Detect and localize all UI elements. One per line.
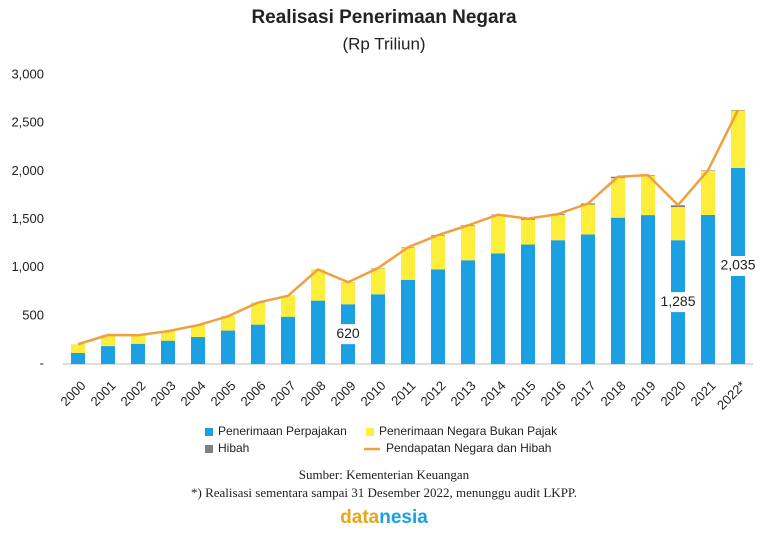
x-tick-label: 2007 <box>267 378 298 409</box>
bar <box>551 240 565 364</box>
bar <box>221 330 235 364</box>
data-label-bg <box>715 255 761 276</box>
bar <box>71 352 85 364</box>
line <box>77 109 740 346</box>
data-label: 2,035 <box>720 257 755 273</box>
x-tick-label: 2004 <box>177 378 208 409</box>
y-tick-label: 2,500 <box>11 115 44 130</box>
bar <box>341 282 355 305</box>
legend-label: Penerimaan Perpajakan <box>218 424 347 438</box>
bar <box>701 214 715 364</box>
x-tick-label: 2002 <box>117 378 148 409</box>
bar <box>191 337 205 364</box>
x-tick-label: 2015 <box>507 378 538 409</box>
bar <box>251 324 265 364</box>
data-label-bg <box>655 292 701 313</box>
legend-swatch <box>205 445 213 453</box>
bar <box>131 343 145 364</box>
bar <box>521 244 535 364</box>
x-tick-label: 2017 <box>567 378 598 409</box>
y-tick-label: 3,000 <box>11 66 44 81</box>
x-tick-label: 2000 <box>57 378 88 409</box>
x-tick-label: 2018 <box>597 378 628 409</box>
x-tick-label: 2013 <box>447 378 478 409</box>
bar <box>161 331 175 341</box>
x-tick-label: 2005 <box>207 378 238 409</box>
brand-right: nesia <box>379 507 428 528</box>
bar <box>251 302 265 325</box>
y-tick-label: 1,000 <box>11 259 44 274</box>
x-tick-label: 2011 <box>388 378 418 408</box>
x-tick-label: 2012 <box>417 378 448 409</box>
legend-swatch <box>205 428 213 436</box>
x-tick-label: 2022* <box>714 378 749 413</box>
chart-subtitle: (Rp Triliun) <box>342 34 425 53</box>
bar <box>491 215 505 254</box>
legend-label: Pendapatan Negara dan Hibah <box>386 441 551 455</box>
y-tick-label: 500 <box>22 307 44 322</box>
data-label: 1,285 <box>660 293 695 309</box>
legend-label: Hibah <box>218 441 249 455</box>
brand-left: data <box>340 507 380 528</box>
note: *) Realisasi sementara sampai 31 Desembe… <box>191 485 577 500</box>
bar <box>461 226 475 261</box>
bar <box>521 219 535 245</box>
bar <box>131 335 145 344</box>
x-tick-label: 2006 <box>237 378 268 409</box>
y-tick-label: 1,500 <box>11 211 44 226</box>
x-tick-label: 2008 <box>297 378 328 409</box>
bar <box>611 178 625 218</box>
bar <box>581 204 595 235</box>
bar <box>221 316 235 331</box>
bar <box>71 344 85 353</box>
bar <box>431 269 445 364</box>
bar <box>311 300 325 364</box>
bar <box>461 260 475 364</box>
chart-title: Realisasi Penerimaan Negara <box>251 7 517 28</box>
legend-label: Penerimaan Negara Bukan Pajak <box>379 424 558 438</box>
bar <box>671 207 685 241</box>
bar <box>281 316 295 364</box>
bar <box>431 235 445 270</box>
y-tick-label: 2,000 <box>11 163 44 178</box>
data-label: 620 <box>336 325 360 341</box>
bar <box>101 346 115 364</box>
bar <box>611 217 625 364</box>
bar <box>581 234 595 364</box>
bar <box>701 170 715 215</box>
bar <box>101 335 115 347</box>
bar <box>641 175 655 216</box>
legend-swatch <box>366 428 374 436</box>
bar <box>551 214 565 241</box>
data-label-bg <box>333 324 363 345</box>
bar <box>731 110 745 168</box>
x-tick-label: 2014 <box>477 378 508 409</box>
x-tick-label: 2019 <box>627 378 658 409</box>
y-tick-label: - <box>40 355 44 370</box>
x-tick-label: 2020 <box>657 378 688 409</box>
brand: datanesia <box>340 507 428 528</box>
x-tick-label: 2010 <box>357 378 388 409</box>
x-tick-label: 2016 <box>537 378 568 409</box>
bar <box>371 294 385 364</box>
bar <box>161 340 175 364</box>
x-tick-label: 2003 <box>147 378 178 409</box>
x-tick-label: 2021 <box>687 378 718 409</box>
bar <box>311 269 325 301</box>
x-tick-label: 2009 <box>327 378 358 409</box>
bar <box>491 253 505 364</box>
bar <box>191 325 205 338</box>
bar <box>281 295 295 317</box>
source: Sumber: Kementerian Keuangan <box>299 467 470 482</box>
bar <box>401 279 415 364</box>
bar <box>641 215 655 364</box>
bar <box>401 247 415 280</box>
x-tick-label: 2001 <box>87 378 118 409</box>
bar <box>371 268 385 295</box>
